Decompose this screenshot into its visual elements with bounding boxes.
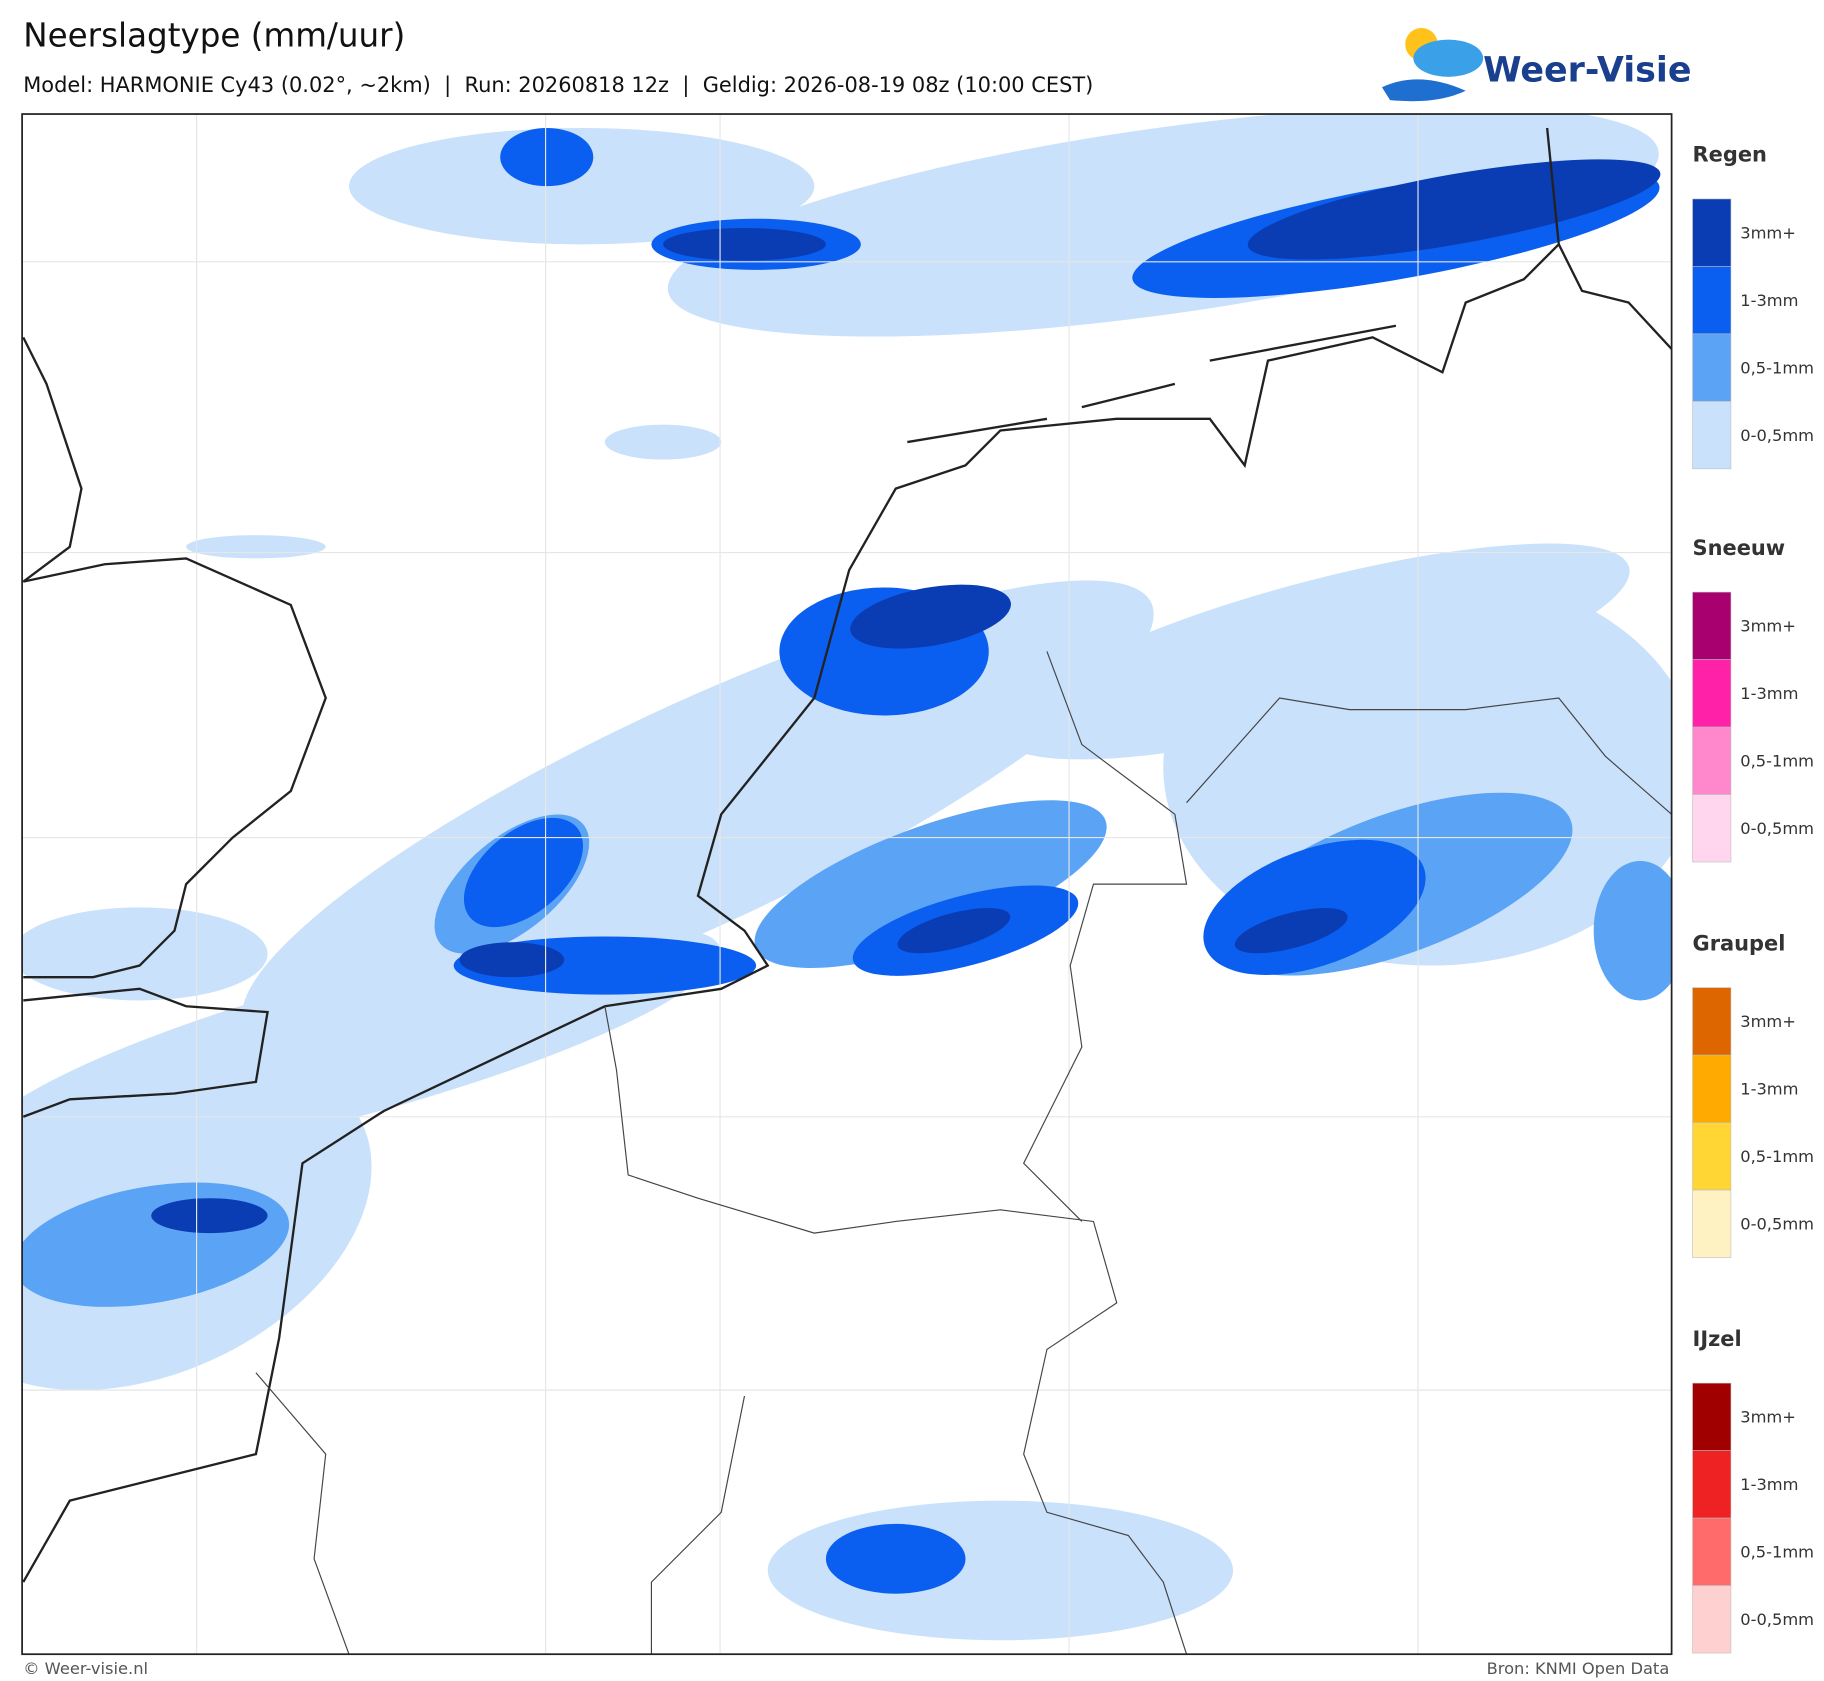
legend-label: 0-0,5mm (1740, 1215, 1814, 1234)
legend-swatch (1692, 266, 1732, 335)
legend-title: IJzel (1693, 1327, 1742, 1351)
legend-swatch (1692, 726, 1732, 795)
legend-label: 3mm+ (1740, 617, 1796, 636)
subtitle: Model: HARMONIE Cy43 (0.02°, ~2km) | Run… (23, 73, 1093, 98)
legend-swatch (1692, 1585, 1732, 1654)
legend-title: Graupel (1693, 931, 1786, 955)
legend-label: 0-0,5mm (1740, 819, 1814, 838)
legend-label: 3mm+ (1740, 1408, 1796, 1427)
source: Bron: KNMI Open Data (1487, 1659, 1670, 1678)
legend-label: 0,5-1mm (1740, 1147, 1814, 1166)
logo: Weer-Visie (1381, 27, 1692, 102)
legend-label: 0,5-1mm (1740, 1543, 1814, 1562)
legend-title: Regen (1693, 143, 1767, 167)
legend-swatch (1692, 1122, 1732, 1191)
legend-swatch (1692, 987, 1732, 1056)
map-frame (21, 113, 1673, 1656)
credit: © Weer-visie.nl (23, 1659, 148, 1678)
legend-label: 1-3mm (1740, 684, 1798, 703)
legend-label: 1-3mm (1740, 291, 1798, 310)
logo-text: Weer-Visie (1483, 50, 1691, 90)
legend-swatch (1692, 1382, 1732, 1451)
legend-swatch (1692, 1054, 1732, 1123)
legend-swatch (1692, 1450, 1732, 1519)
legend-swatch (1692, 591, 1732, 660)
legend-label: 3mm+ (1740, 1012, 1796, 1031)
legend-swatch (1692, 659, 1732, 728)
legend-label: 3mm+ (1740, 224, 1796, 243)
map (22, 114, 1672, 1655)
legend-label: 0-0,5mm (1740, 426, 1814, 445)
legend-label: 0,5-1mm (1740, 752, 1814, 771)
legend-label: 0,5-1mm (1740, 358, 1814, 377)
legend-swatch (1692, 1517, 1732, 1586)
title: Neerslagtype (mm/uur) (23, 17, 405, 55)
legend-swatch (1692, 794, 1732, 863)
legend-swatch (1692, 198, 1732, 267)
legend-title: Sneeuw (1693, 536, 1786, 560)
legend: Regen 3mm+ 1-3mm 0,5-1mm 0-0,5mm Sneeuw 3mm+ 1-… (1692, 143, 1814, 1654)
legend-label: 1-3mm (1740, 1475, 1798, 1494)
legend-label: 1-3mm (1740, 1080, 1798, 1099)
legend-swatch (1692, 333, 1732, 402)
legend-swatch (1692, 1189, 1732, 1258)
legend-label: 0-0,5mm (1740, 1610, 1814, 1629)
legend-swatch (1692, 401, 1732, 470)
